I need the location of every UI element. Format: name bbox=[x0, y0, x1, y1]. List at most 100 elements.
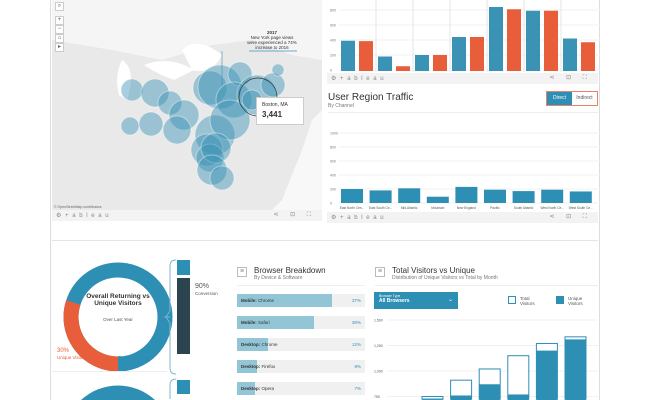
second-conversion-bar bbox=[177, 380, 190, 394]
x-tick-label: East South Ce... bbox=[369, 206, 392, 210]
total-bar bbox=[421, 396, 444, 400]
zoom-in-button[interactable]: + bbox=[55, 16, 64, 25]
browser-bar-fill bbox=[237, 360, 258, 373]
browser-subtitle: By Device & Software bbox=[254, 275, 303, 281]
bar bbox=[378, 56, 392, 71]
legend-unique: Unique Visitors bbox=[568, 296, 583, 306]
returning-label: Returning Visitors bbox=[118, 355, 154, 360]
bubble bbox=[140, 78, 170, 108]
play-icon[interactable]: ▸ bbox=[55, 43, 64, 52]
y-tick-label: 800 bbox=[330, 9, 336, 13]
bar bbox=[512, 191, 535, 203]
bar bbox=[455, 186, 478, 203]
browser-row[interactable]: Mobile: Chrome 37% bbox=[237, 294, 365, 307]
footer-actions[interactable]: ⋖ ⊡ ⛶ bbox=[549, 75, 592, 81]
x-tick-label: Mountain bbox=[431, 206, 444, 210]
browser-label: Mobile: Chrome bbox=[241, 298, 275, 303]
x-tick-label: Mid-Atlantic bbox=[401, 206, 418, 210]
menu-icon[interactable]: ≡ bbox=[375, 267, 385, 277]
map-attribution: © OpenStreetMap contributors bbox=[54, 205, 102, 209]
unique-label: Unique Visitors bbox=[57, 355, 88, 360]
dashboard-frame bbox=[50, 0, 600, 400]
unique-segment bbox=[63, 300, 119, 372]
bar bbox=[341, 189, 363, 203]
bracket bbox=[164, 259, 177, 375]
browser-label: Mobile: Safari bbox=[241, 320, 270, 325]
bar bbox=[581, 42, 595, 71]
browser-pct: 8% bbox=[354, 364, 361, 369]
bar bbox=[433, 55, 447, 71]
y-tick-label: 1,000 bbox=[374, 370, 383, 374]
bubble bbox=[195, 143, 225, 173]
region-subtitle: By Channel bbox=[328, 103, 354, 109]
menu-icon[interactable]: ≡ bbox=[237, 267, 247, 277]
browser-bar-fill bbox=[237, 382, 255, 395]
region-footer: ⚙ + a b l e a u ⋖ ⊡ ⛶ bbox=[327, 212, 598, 223]
browser-type-dropdown[interactable]: Browser Type All Browsers ⌄ bbox=[374, 292, 458, 309]
footer-actions[interactable]: ⋖ ⊡ ⛶ bbox=[273, 212, 316, 218]
bubble bbox=[196, 154, 228, 186]
bar bbox=[526, 10, 540, 71]
map-view[interactable]: ⌕ + − ⌂ ▸ 2017 New York page views were e… bbox=[52, 0, 322, 210]
y-tick-label: 1,250 bbox=[374, 344, 383, 348]
lake bbox=[144, 61, 194, 80]
home-icon[interactable]: ⌂ bbox=[55, 34, 64, 43]
bubble bbox=[190, 133, 224, 167]
y-tick-label: 200 bbox=[330, 54, 336, 58]
footer-actions[interactable]: ⋖ ⊡ ⛶ bbox=[549, 214, 592, 220]
donut-title: Overall Returning vs Unique Visitors bbox=[86, 293, 150, 307]
bar bbox=[341, 40, 355, 71]
visitors-subtitle: Distribution of Unique Visitors vs Total… bbox=[392, 275, 498, 281]
filter-label: Browser Type bbox=[379, 294, 401, 298]
bubble bbox=[138, 111, 164, 137]
browser-bar-fill bbox=[237, 316, 314, 329]
toggle-direct[interactable]: Direct bbox=[547, 92, 572, 105]
bubble bbox=[120, 116, 140, 136]
browser-row[interactable]: Mobile: Safari 30% bbox=[237, 316, 365, 329]
tooltip-city: Boston, MA bbox=[262, 102, 288, 108]
y-tick-label: 400 bbox=[330, 174, 336, 178]
divider bbox=[375, 285, 598, 286]
bar bbox=[470, 37, 484, 71]
unique-bar bbox=[507, 394, 529, 400]
bar bbox=[541, 189, 564, 203]
bubble bbox=[271, 63, 285, 77]
x-tick-label: East North Cen... bbox=[340, 206, 365, 210]
y-tick-label: 800 bbox=[330, 146, 336, 150]
bubble bbox=[209, 165, 235, 191]
browser-pct: 12% bbox=[351, 342, 361, 347]
conversion-bar bbox=[177, 278, 190, 354]
bar bbox=[426, 196, 449, 203]
conversion-pct: 90% bbox=[195, 283, 210, 290]
x-tick-label: West North Ce... bbox=[540, 206, 564, 210]
y-tick-label: 0 bbox=[330, 202, 332, 206]
y-tick-label: 200 bbox=[330, 188, 336, 192]
bubble-map bbox=[52, 0, 322, 210]
tableau-logo: ⚙ + a b l e a u bbox=[331, 76, 385, 82]
divider bbox=[237, 285, 365, 286]
visitors-title: Total Visitors vs Unique bbox=[392, 266, 475, 275]
channel-bar-chart: 800 600 400 200 0 bbox=[330, 0, 600, 73]
search-icon[interactable]: ⌕ bbox=[55, 2, 64, 11]
y-tick-label: 600 bbox=[330, 24, 336, 28]
region-title: User Region Traffic bbox=[328, 92, 414, 103]
bubble bbox=[168, 99, 200, 131]
toggle-indirect[interactable]: Indirect bbox=[576, 95, 593, 101]
browser-row[interactable]: Desktop: Firefox 8% bbox=[237, 360, 365, 373]
annotation-title: 2017 bbox=[266, 30, 277, 35]
tableau-logo: ⚙ + a b l e a u bbox=[56, 213, 110, 219]
tableau-logo: ⚙ + a b l e a u bbox=[331, 215, 385, 221]
channel-toggle[interactable]: Direct Indirect bbox=[546, 91, 598, 106]
bar bbox=[396, 66, 410, 71]
y-tick-label: 1000 bbox=[330, 132, 338, 136]
browser-row[interactable]: Desktop: Chrome 12% bbox=[237, 338, 365, 351]
browser-row[interactable]: Desktop: Opera 7% bbox=[237, 382, 365, 395]
zoom-out-button[interactable]: − bbox=[55, 25, 64, 34]
bar bbox=[415, 55, 429, 71]
y-tick-label: 400 bbox=[330, 39, 336, 43]
donut-panel bbox=[52, 259, 190, 400]
bar bbox=[484, 189, 506, 203]
bar bbox=[563, 38, 577, 71]
browser-label: Desktop: Chrome bbox=[241, 342, 278, 347]
chevron-down-icon: ⌄ bbox=[447, 297, 453, 303]
